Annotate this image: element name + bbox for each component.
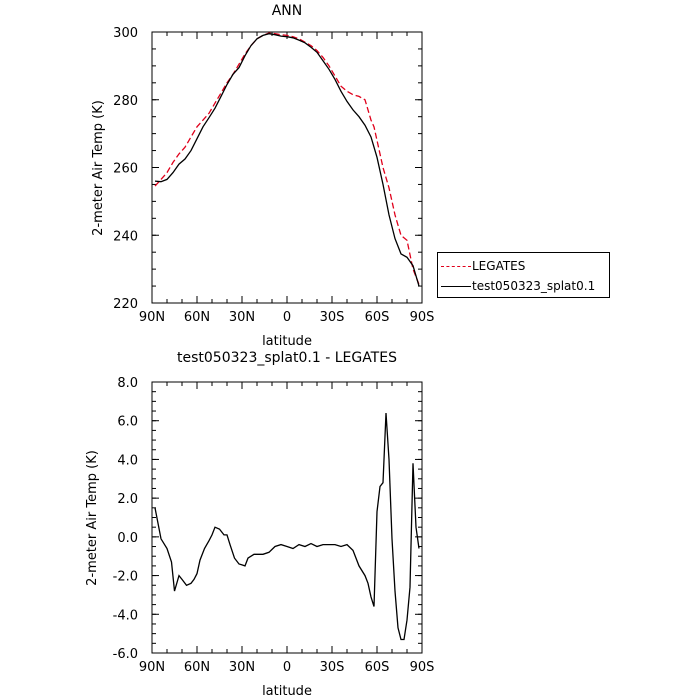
y-tick-label: 4.0 bbox=[117, 453, 138, 468]
x-tick-label: 0 bbox=[283, 660, 291, 675]
y-tick-label: -2.0 bbox=[113, 570, 138, 585]
y-tick-label: 220 bbox=[113, 297, 138, 312]
top-axis-ticks: 90N 60N 30N 0 30S 60S 90S 220 240 260 280 300 bbox=[113, 26, 434, 325]
top-y-axis-label: 2-meter Air Temp (K) bbox=[91, 100, 106, 236]
y-tick-label: 2.0 bbox=[117, 492, 138, 507]
legend-label-legates: LEGATES bbox=[472, 259, 526, 273]
y-tick-label: 300 bbox=[113, 26, 138, 41]
bottom-y-axis-label: 2-meter Air Temp (K) bbox=[85, 450, 100, 586]
x-tick-label: 60S bbox=[365, 310, 390, 325]
x-tick-label: 90S bbox=[410, 310, 435, 325]
y-tick-label: 0.0 bbox=[117, 531, 138, 546]
legend-swatch-model bbox=[441, 286, 471, 287]
legend-label-model: test050323_splat0.1 bbox=[472, 279, 596, 293]
top-plot-frame bbox=[151, 31, 423, 304]
x-tick-label: 60N bbox=[184, 660, 210, 675]
x-tick-label: 30S bbox=[320, 660, 345, 675]
x-tick-label: 30S bbox=[320, 310, 345, 325]
x-tick-label: 30N bbox=[229, 660, 255, 675]
bottom-x-axis-label: latitude bbox=[262, 684, 312, 699]
legend-entry-model: test050323_splat0.1 bbox=[438, 277, 609, 297]
bottom-axis-ticks: 90N 60N 30N 0 30S 60S 90S -6.0 -4.0 -2.0 0.0 2.0 4.0… bbox=[113, 376, 435, 675]
difference-series-line bbox=[154, 412, 420, 641]
bottom-plot-frame bbox=[151, 381, 423, 654]
y-tick-label: 240 bbox=[113, 229, 138, 244]
x-tick-label: 90N bbox=[139, 660, 165, 675]
x-tick-label: 90N bbox=[139, 310, 165, 325]
x-tick-label: 60N bbox=[184, 310, 210, 325]
bottom-series-group bbox=[154, 412, 420, 641]
y-tick-label: 6.0 bbox=[117, 415, 138, 430]
legend: LEGATES test050323_splat0.1 bbox=[437, 252, 610, 298]
bottom-panel-difference: test050323_splat0.1 - LEGATES latitude 2… bbox=[85, 350, 434, 699]
legend-swatch-legates bbox=[441, 266, 471, 267]
bottom-chart-title: test050323_splat0.1 - LEGATES bbox=[177, 350, 397, 366]
y-tick-label: 280 bbox=[113, 94, 138, 109]
series-line-test050323-splat0-1 bbox=[154, 33, 420, 287]
legend-entry-legates: LEGATES bbox=[438, 257, 609, 277]
y-tick-label: 8.0 bbox=[117, 376, 138, 391]
top-panel-annual-temperature: ANN latitude 2-meter Air Temp (K) 90N 60N… bbox=[91, 3, 434, 349]
top-series-group bbox=[154, 32, 420, 287]
y-tick-label: -4.0 bbox=[113, 608, 138, 623]
top-chart-title: ANN bbox=[272, 3, 303, 19]
x-tick-label: 90S bbox=[410, 660, 435, 675]
x-tick-label: 0 bbox=[283, 310, 291, 325]
y-tick-label: -6.0 bbox=[113, 647, 138, 662]
x-tick-label: 30N bbox=[229, 310, 255, 325]
y-tick-label: 260 bbox=[113, 162, 138, 177]
series-line-legates bbox=[154, 32, 420, 285]
x-tick-label: 60S bbox=[365, 660, 390, 675]
top-x-axis-label: latitude bbox=[262, 334, 312, 349]
